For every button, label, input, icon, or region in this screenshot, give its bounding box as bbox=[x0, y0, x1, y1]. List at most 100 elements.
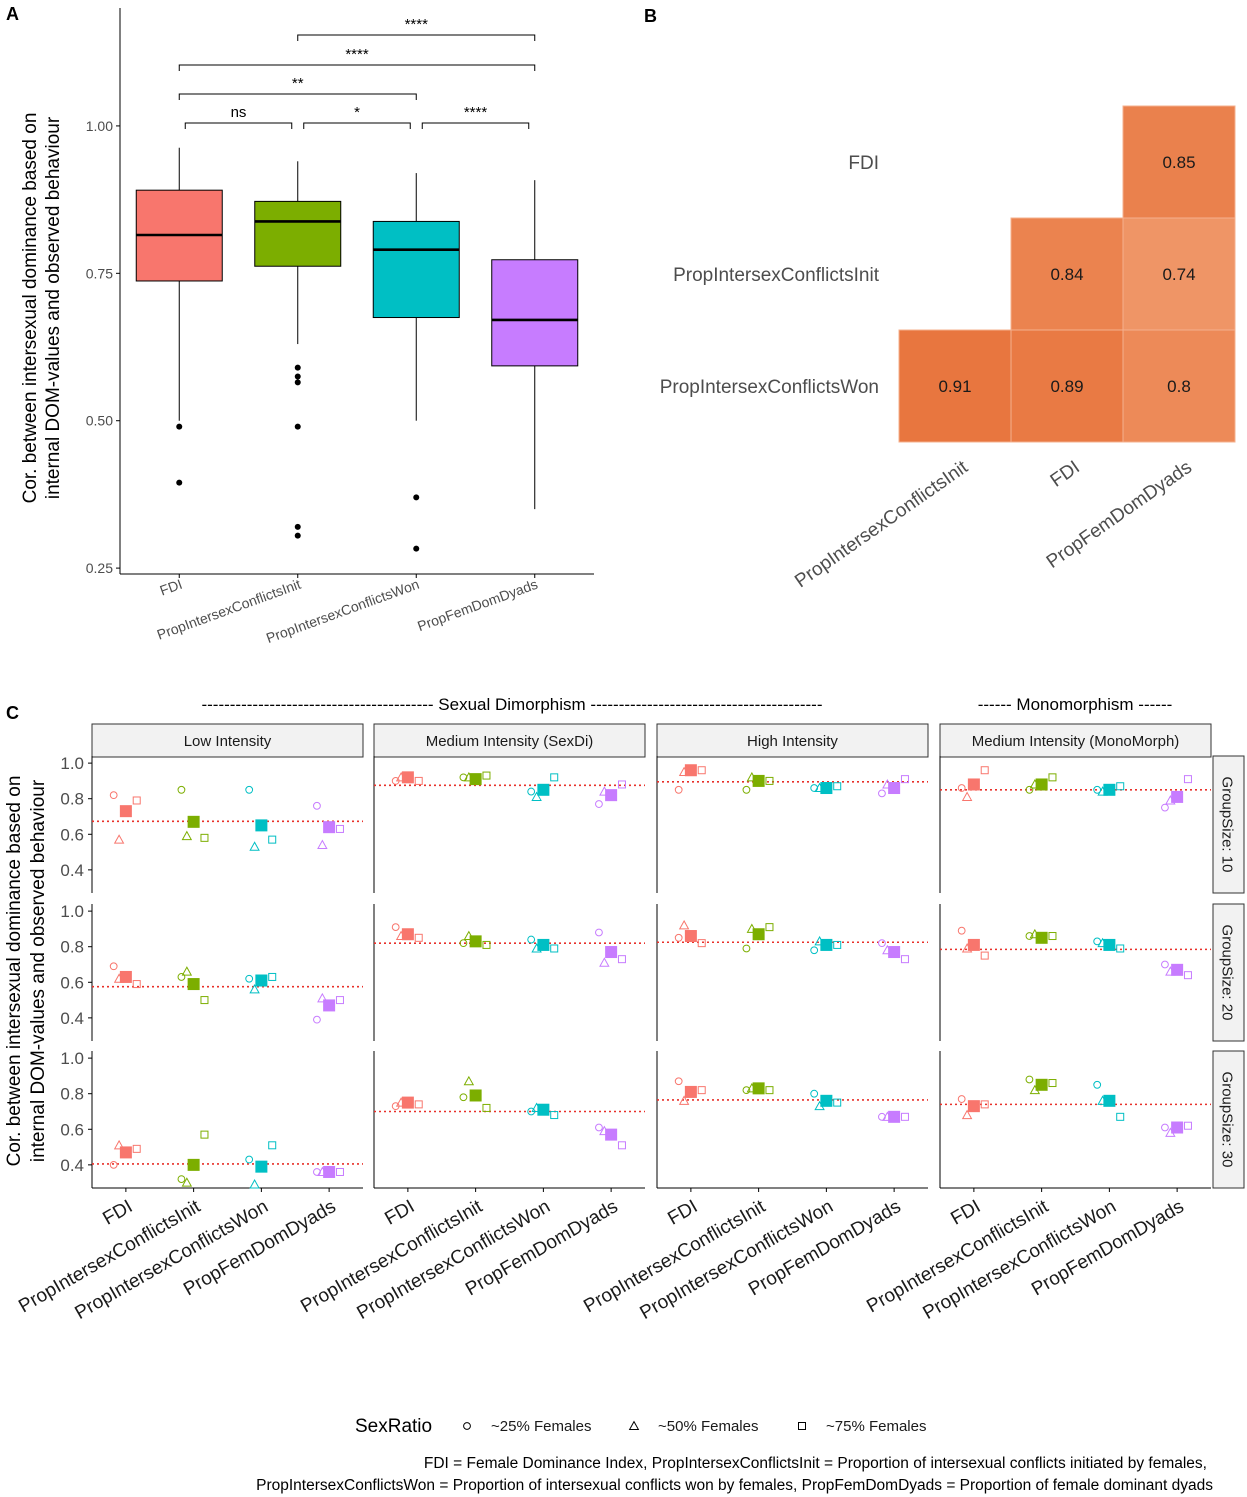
boxplot-panel: Cor. between intersexual dominance based… bbox=[20, 8, 594, 646]
mean-point bbox=[967, 938, 980, 951]
sexratio-point bbox=[245, 1155, 254, 1164]
sexratio-point bbox=[109, 962, 118, 971]
sexratio-point bbox=[595, 800, 603, 808]
heatmap-cell-value: 0.8 bbox=[1167, 377, 1191, 396]
facet-panel bbox=[656, 1051, 928, 1189]
sexratio-point bbox=[742, 1086, 751, 1095]
sexratio-point bbox=[335, 1167, 344, 1176]
sexratio-point bbox=[181, 966, 193, 976]
outlier-point bbox=[294, 379, 301, 386]
sexratio-point bbox=[878, 939, 886, 948]
sexratio-point bbox=[550, 773, 559, 782]
sexratio-point bbox=[317, 992, 328, 1003]
outlier-point bbox=[176, 423, 183, 430]
sexratio-point bbox=[550, 944, 559, 953]
facet-row-strip: GroupSize: 30 bbox=[1212, 1050, 1245, 1189]
legend-title: SexRatio bbox=[355, 1416, 432, 1437]
boxplot-ytick-label: 1.00 bbox=[86, 118, 113, 134]
sexratio-point bbox=[200, 833, 209, 842]
boxplot-boxes bbox=[135, 147, 579, 552]
heatmap-cell-fill bbox=[1122, 329, 1236, 443]
mean-point bbox=[752, 774, 765, 787]
sexratio-point bbox=[878, 1112, 886, 1121]
sexratio-point bbox=[482, 940, 491, 949]
footnote-line2: PropIntersexConflictsWon = Proportion of… bbox=[256, 1477, 1213, 1494]
significance-label: **** bbox=[464, 104, 488, 121]
heatmap-cell-fill bbox=[1122, 217, 1236, 331]
sexratio-point bbox=[414, 776, 423, 785]
sexratio-point bbox=[132, 1144, 141, 1153]
strip-label: GroupSize: 10 bbox=[1219, 777, 1236, 873]
strip-bg bbox=[656, 723, 929, 758]
strip-label: Medium Intensity (SexDi) bbox=[426, 733, 594, 750]
sexratio-point bbox=[833, 782, 842, 791]
sexratio-point bbox=[459, 773, 468, 782]
panel-label-c: C bbox=[6, 703, 19, 723]
sexratio-point bbox=[1025, 785, 1034, 794]
sexratio-legend: SexRatio ~25% Females ~50% Females ~75% Fe… bbox=[355, 1416, 926, 1437]
heatmap-cell: 0.85 bbox=[1122, 105, 1236, 219]
facet-ytick-label: 0.6 bbox=[60, 825, 84, 844]
mean-point bbox=[888, 1110, 901, 1123]
facet-panel bbox=[373, 904, 645, 1041]
mean-point bbox=[1171, 790, 1184, 803]
boxplot-xtick-label: FDI bbox=[158, 576, 185, 599]
mean-point bbox=[684, 930, 697, 943]
sexratio-point bbox=[765, 923, 774, 932]
heatmap-row-label: FDI bbox=[848, 153, 879, 174]
sexratio-point bbox=[980, 951, 989, 960]
legend-key bbox=[798, 1422, 806, 1430]
sexratio-point bbox=[550, 1111, 559, 1120]
mean-point bbox=[1103, 783, 1116, 796]
box-body bbox=[491, 259, 579, 367]
sexratio-point bbox=[617, 780, 626, 789]
heatmap-cell: 0.74 bbox=[1122, 217, 1236, 331]
mean-point bbox=[820, 782, 833, 795]
mean-point bbox=[187, 815, 200, 828]
facet-col-strip: High Intensity bbox=[656, 723, 929, 758]
significance-bracket: **** bbox=[421, 104, 530, 129]
significance-bracket: **** bbox=[178, 46, 536, 71]
sexratio-point bbox=[531, 791, 542, 801]
boxplot-ytick-label: 0.75 bbox=[86, 265, 113, 281]
sexratio-point bbox=[765, 1086, 774, 1095]
sexratio-point bbox=[765, 776, 774, 785]
sexratio-point bbox=[697, 939, 706, 948]
sexratio-point bbox=[313, 801, 321, 810]
sexratio-point bbox=[595, 1123, 603, 1132]
sexratio-point bbox=[1183, 971, 1192, 980]
heatmap-row-label: PropIntersexConflictsInit bbox=[673, 265, 880, 286]
strip-bg bbox=[1212, 1050, 1245, 1189]
strip-bg bbox=[939, 723, 1212, 758]
facet-grid: Low Intensity Medium Intensity (SexDi) Hig… bbox=[15, 723, 1245, 1324]
sexratio-point bbox=[459, 939, 468, 948]
sexratio-point bbox=[742, 785, 751, 794]
facet-panel bbox=[91, 1051, 363, 1189]
mean-point bbox=[820, 938, 833, 951]
sexratio-point bbox=[245, 785, 254, 794]
sexratio-point bbox=[961, 1109, 973, 1120]
sexratio-point bbox=[200, 1130, 209, 1139]
box-PropIntersexConflictsWon bbox=[372, 173, 460, 552]
sexratio-point bbox=[177, 1175, 186, 1184]
sexratio-point bbox=[482, 1103, 491, 1112]
bracket-line bbox=[421, 122, 530, 129]
monomorphism-header: ------ Monomorphism ------ bbox=[978, 695, 1173, 714]
mean-point bbox=[888, 782, 901, 795]
mean-point bbox=[820, 1094, 833, 1107]
facet-col-strip: Medium Intensity (MonoMorph) bbox=[939, 723, 1212, 758]
sexratio-point bbox=[527, 787, 536, 796]
sexratio-point bbox=[249, 841, 260, 851]
sexratio-point bbox=[1048, 932, 1057, 941]
strip-bg bbox=[1212, 903, 1245, 1042]
mean-point bbox=[1035, 1078, 1048, 1091]
heatmap-cell-value: 0.91 bbox=[938, 377, 971, 396]
facet-ytick-label: 1.0 bbox=[60, 902, 84, 921]
sexratio-point bbox=[1183, 1121, 1192, 1130]
sexratio-point bbox=[1116, 944, 1125, 953]
facet-panel bbox=[656, 904, 928, 1041]
facet-ytick-label: 0.6 bbox=[60, 1120, 84, 1139]
sexratio-point bbox=[1025, 932, 1034, 940]
facet-panel bbox=[91, 756, 363, 893]
panel-label-a: A bbox=[6, 4, 19, 24]
